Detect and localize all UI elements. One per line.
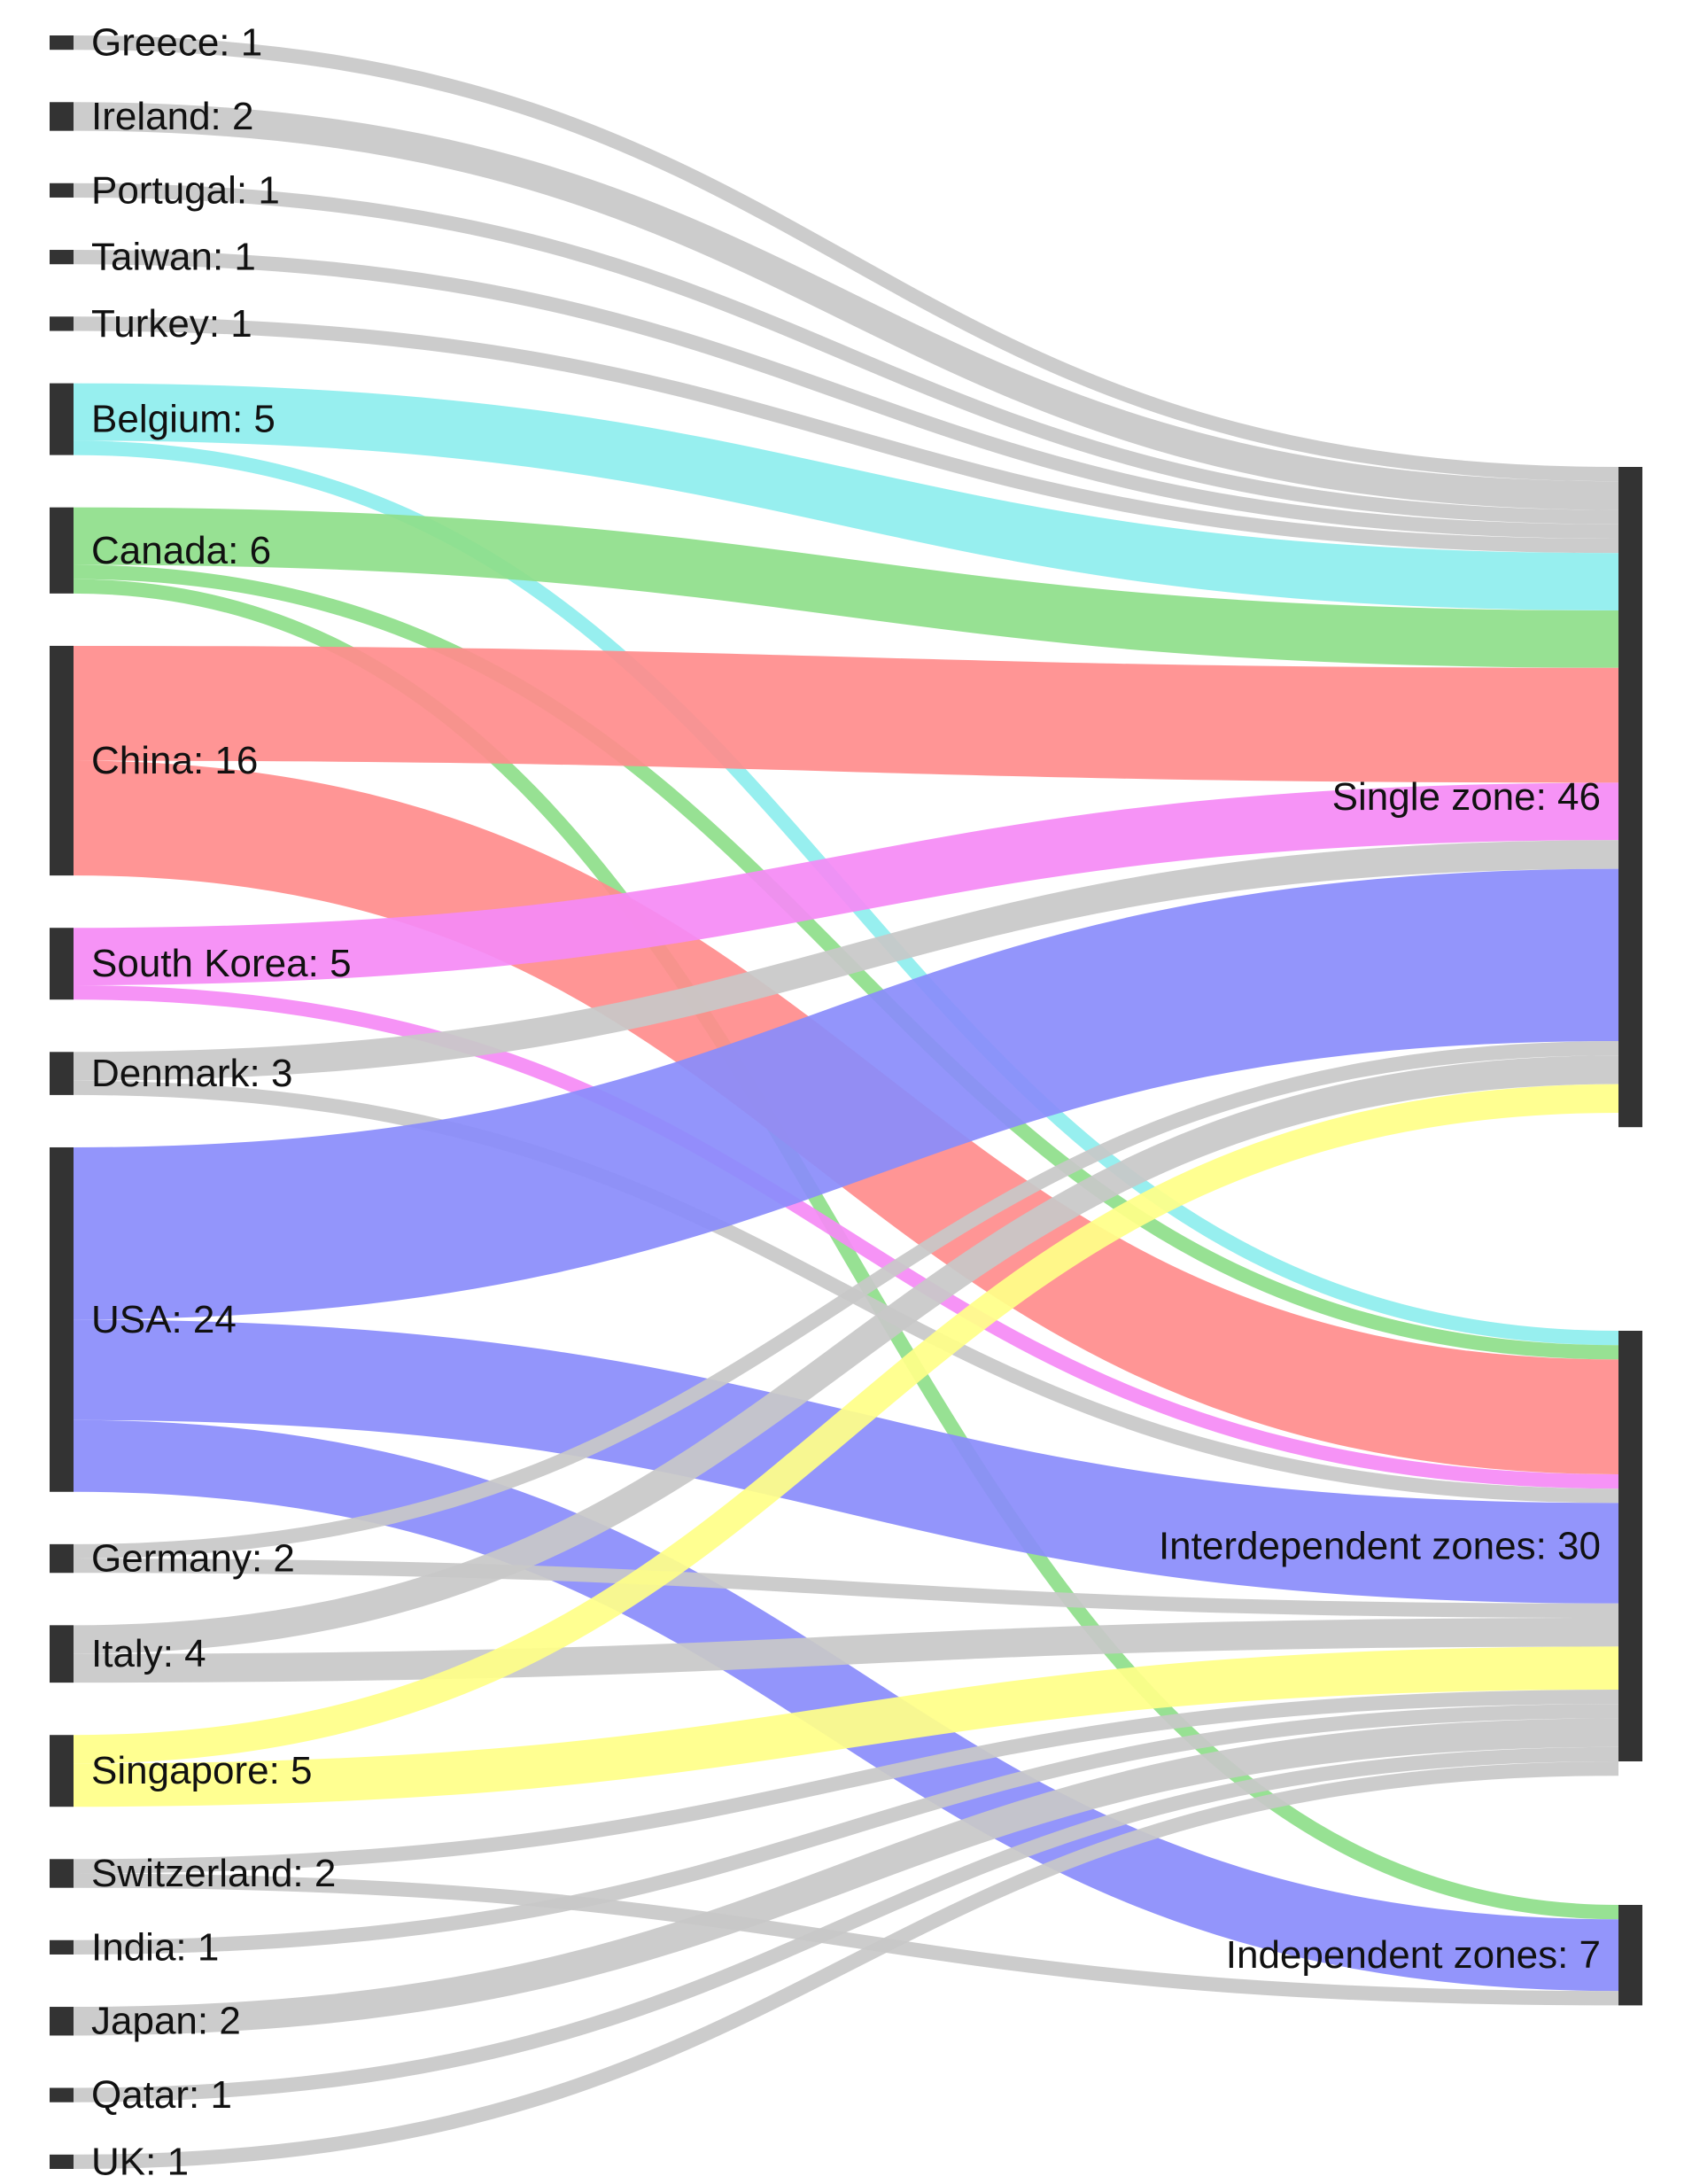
link-uk-to-interdependent-zones: [73, 1761, 1619, 2169]
source-node-singapore: [50, 1735, 74, 1807]
target-label-interdependent-zones: Interdependent zones: 30: [1159, 1525, 1601, 1568]
link-taiwan-to-single-zone: [73, 250, 1619, 539]
link-usa-to-single-zone: [73, 868, 1619, 1320]
link-portugal-to-single-zone: [73, 183, 1619, 525]
link-greece-to-single-zone: [73, 35, 1619, 482]
source-label-uk: UK: 1: [91, 2140, 189, 2183]
source-node-canada: [50, 507, 74, 594]
source-label-germany: Germany: 2: [91, 1537, 295, 1581]
link-qatar-to-interdependent-zones: [73, 1746, 1619, 2102]
link-switzerland-to-independent-zones: [73, 1873, 1619, 2006]
link-germany-to-interdependent-zones: [73, 1558, 1619, 1618]
link-singapore-to-single-zone: [73, 1084, 1619, 1764]
link-singapore-to-interdependent-zones: [73, 1646, 1619, 1807]
labels-layer: Greece: 1 Ireland: 2 Portugal: 1 Taiwan: 1 T…: [91, 21, 1601, 2184]
links-layer: [73, 35, 1619, 2169]
source-label-greece: Greece: 1: [91, 21, 262, 65]
target-label-independent-zones: Independent zones: 7: [1226, 1933, 1601, 1977]
source-label-switzerland: Switzerland: 2: [91, 1852, 336, 1895]
link-italy-to-interdependent-zones: [73, 1618, 1619, 1683]
source-node-japan: [50, 2007, 74, 2036]
target-node-single-zone: [1618, 467, 1642, 1128]
source-node-taiwan: [50, 250, 74, 265]
source-node-portugal: [50, 183, 74, 198]
link-belgium-to-single-zone: [73, 383, 1619, 610]
source-node-qatar: [50, 2087, 74, 2102]
source-label-usa: USA: 24: [91, 1298, 237, 1341]
target-label-single-zone: Single zone: 46: [1332, 775, 1601, 819]
source-node-china: [50, 645, 74, 876]
source-node-usa: [50, 1146, 74, 1492]
source-node-turkey: [50, 316, 74, 331]
source-node-germany: [50, 1543, 74, 1574]
source-node-greece: [50, 35, 74, 51]
source-label-canada: Canada: 6: [91, 529, 271, 572]
link-ireland-to-single-zone: [73, 102, 1619, 510]
source-label-italy: Italy: 4: [91, 1632, 206, 1675]
source-node-belgium: [50, 383, 74, 455]
link-south-korea-to-single-zone: [73, 782, 1619, 986]
link-china-to-single-zone: [73, 645, 1619, 783]
source-label-ireland: Ireland: 2: [91, 95, 253, 138]
target-node-interdependent-zones: [1618, 1331, 1642, 1761]
source-label-japan: Japan: 2: [91, 2000, 241, 2043]
nodes-layer: [50, 35, 1642, 2169]
source-label-turkey: Turkey: 1: [91, 302, 252, 346]
source-node-denmark: [50, 1052, 74, 1095]
link-italy-to-single-zone: [73, 1055, 1619, 1654]
source-node-uk: [50, 2154, 74, 2169]
source-node-india: [50, 1939, 74, 1955]
source-label-singapore: Singapore: 5: [91, 1749, 313, 1792]
link-denmark-to-single-zone: [73, 840, 1619, 1081]
source-label-portugal: Portugal: 1: [91, 168, 280, 212]
source-label-denmark: Denmark: 3: [91, 1052, 292, 1095]
link-germany-to-single-zone: [73, 1041, 1619, 1559]
source-node-south-korea: [50, 928, 74, 1000]
source-label-qatar: Qatar: 1: [91, 2073, 232, 2117]
link-usa-to-interdependent-zones: [73, 1319, 1619, 1604]
link-japan-to-interdependent-zones: [73, 1718, 1619, 2036]
link-india-to-interdependent-zones: [73, 1704, 1619, 1955]
link-switzerland-to-interdependent-zones: [73, 1690, 1619, 1874]
link-canada-to-single-zone: [73, 507, 1619, 668]
link-turkey-to-single-zone: [73, 316, 1619, 554]
source-node-switzerland: [50, 1859, 74, 1888]
source-node-italy: [50, 1625, 74, 1683]
source-label-china: China: 16: [91, 739, 258, 782]
source-label-india: India: 1: [91, 1925, 219, 1969]
source-label-south-korea: South Korea: 5: [91, 942, 352, 985]
source-node-ireland: [50, 102, 74, 131]
source-label-belgium: Belgium: 5: [91, 398, 276, 441]
link-south-korea-to-interdependent-zones: [73, 985, 1619, 1489]
target-node-independent-zones: [1618, 1905, 1642, 2006]
source-label-taiwan: Taiwan: 1: [91, 236, 256, 279]
